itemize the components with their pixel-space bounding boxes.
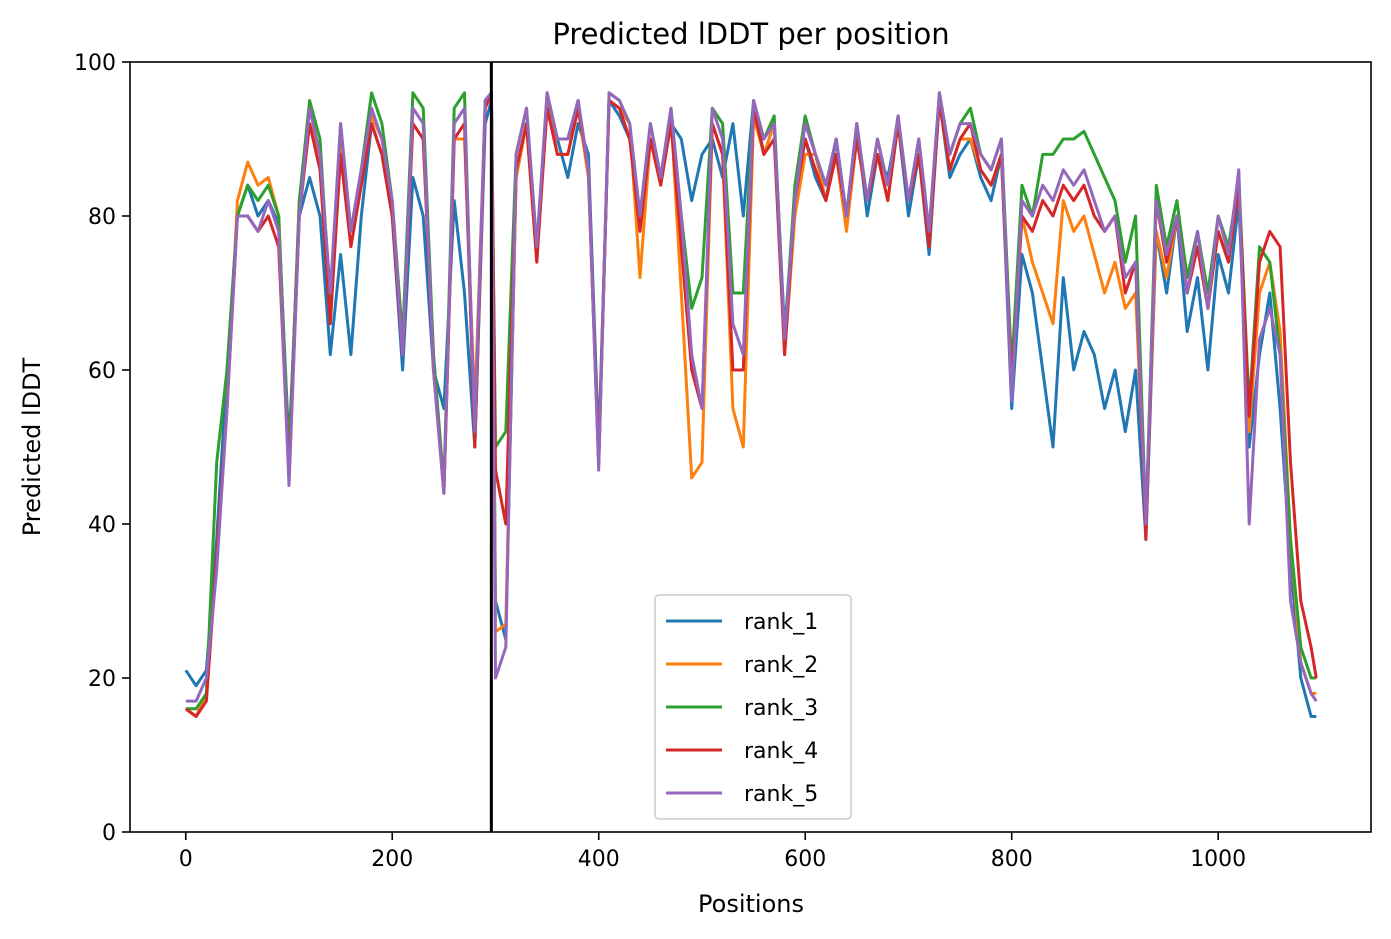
series-line-rank-5 [185,91,1318,703]
y-axis: 0 20 40 60 80 100 [74,51,130,846]
y-tick-label: 100 [74,51,116,76]
legend: rank_1 rank_2 rank_3 rank_4 rank_5 [654,594,852,820]
legend-label: rank_3 [744,696,818,721]
legend-label: rank_2 [744,653,818,678]
x-tick-label: 0 [179,847,193,872]
x-axis: 0 200 400 600 800 1000 [179,832,1246,872]
y-tick-label: 0 [102,821,116,846]
x-tick-label: 600 [784,847,826,872]
y-axis-label: Predicted lDDT [18,357,46,536]
chart-title: Predicted lDDT per position [552,17,949,51]
axes-frame [129,61,1372,833]
y-tick-label: 20 [88,667,116,692]
legend-box [654,594,852,820]
x-tick-label: 1000 [1190,847,1246,872]
x-tick-label: 800 [991,847,1033,872]
legend-label: rank_5 [744,782,818,807]
legend-label: rank_4 [744,739,818,764]
x-tick-label: 200 [371,847,413,872]
plot-area [184,62,1318,832]
legend-label: rank_1 [744,610,818,635]
x-tick-label: 400 [578,847,620,872]
y-tick-label: 40 [88,513,116,538]
y-tick-label: 80 [88,205,116,230]
x-axis-label: Positions [698,890,804,918]
y-tick-label: 60 [88,359,116,384]
